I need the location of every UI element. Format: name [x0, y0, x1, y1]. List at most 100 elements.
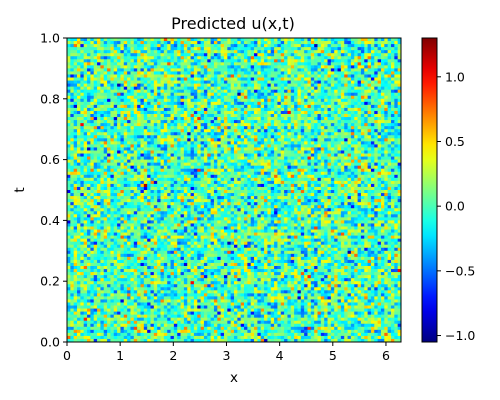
heatmap-cell [284, 132, 288, 136]
heatmap-cell [337, 129, 342, 133]
heatmap-cell [133, 50, 138, 54]
heatmap-cell [227, 38, 232, 42]
heatmap-cell [377, 171, 382, 176]
heatmap-cell [160, 168, 165, 173]
heatmap-cell [127, 59, 131, 63]
heatmap-cell [307, 44, 312, 48]
heatmap-cell [193, 180, 198, 185]
heatmap-cell [320, 129, 325, 133]
heatmap-cell [287, 83, 292, 88]
heatmap-cell [300, 41, 305, 45]
heatmap-cell [183, 68, 188, 72]
heatmap-cell [190, 141, 195, 145]
heatmap-cell [187, 80, 191, 84]
heatmap-cell [160, 156, 165, 160]
heatmap-cell [87, 114, 91, 118]
heatmap-cell [357, 101, 362, 106]
heatmap-cell [360, 165, 365, 170]
heatmap-cell [70, 107, 75, 112]
heatmap-cell [280, 110, 285, 115]
heatmap-cell [113, 89, 118, 94]
heatmap-cell [327, 153, 332, 157]
heatmap-cell [223, 77, 228, 81]
heatmap-cell [357, 153, 362, 157]
heatmap-cell [307, 74, 312, 78]
heatmap-cell [197, 156, 201, 160]
heatmap-cell [344, 117, 348, 121]
heatmap-cell [327, 159, 332, 164]
heatmap-cell [240, 135, 245, 139]
heatmap-cell [220, 171, 225, 176]
heatmap-cell [320, 89, 325, 94]
heatmap-cell [133, 165, 138, 170]
heatmap-cell [153, 153, 158, 157]
heatmap-cell [180, 147, 185, 151]
heatmap-cell [70, 126, 75, 130]
heatmap-cell [70, 150, 75, 154]
heatmap-cell [207, 159, 212, 164]
heatmap-cell [190, 56, 195, 60]
heatmap-cell [387, 59, 392, 63]
heatmap-cell [290, 129, 295, 133]
heatmap-cell [200, 177, 205, 182]
heatmap-cell [317, 144, 322, 148]
heatmap-cell [314, 159, 318, 164]
heatmap-cell [380, 62, 385, 66]
heatmap-cell [254, 59, 258, 63]
heatmap-cell [127, 144, 131, 148]
heatmap-cell [317, 159, 322, 164]
heatmap-cell [234, 150, 238, 154]
heatmap-cell [203, 135, 208, 139]
heatmap-cell [183, 107, 188, 112]
heatmap-cell [290, 171, 295, 176]
heatmap-cell [147, 110, 151, 115]
heatmap-cell [380, 53, 385, 57]
heatmap-cell [294, 56, 298, 60]
heatmap-cell [163, 86, 168, 91]
heatmap-cell [153, 44, 158, 48]
heatmap-cell [240, 74, 245, 78]
heatmap-cell [240, 56, 245, 60]
heatmap-cell [213, 117, 218, 121]
heatmap-cell [277, 107, 282, 112]
heatmap-cell [237, 50, 242, 54]
heatmap-cell [294, 141, 298, 145]
heatmap-cell [203, 144, 208, 148]
heatmap-cell [173, 150, 178, 154]
heatmap-cell [250, 89, 255, 94]
heatmap-cell [183, 165, 188, 170]
heatmap-cell [390, 38, 395, 42]
heatmap-cell [187, 41, 191, 45]
heatmap-cell [324, 71, 328, 75]
heatmap-cell [183, 126, 188, 130]
heatmap-cell [183, 180, 188, 185]
heatmap-cell [340, 153, 345, 157]
heatmap-cell [374, 77, 379, 81]
heatmap-cell [200, 150, 205, 154]
heatmap-cell [230, 150, 235, 154]
heatmap-cell [87, 144, 91, 148]
heatmap-cell [310, 80, 315, 84]
heatmap-cell [237, 89, 242, 94]
heatmap-cell [97, 153, 101, 157]
heatmap-cell [344, 129, 348, 133]
heatmap-cell [80, 92, 85, 97]
heatmap-cell [274, 71, 278, 75]
heatmap-cell [160, 95, 165, 100]
heatmap-cell [117, 132, 121, 136]
heatmap-cell [327, 53, 332, 57]
heatmap-cell [280, 104, 285, 109]
heatmap-cell [394, 50, 399, 54]
heatmap-cell [377, 147, 382, 151]
heatmap-cell [93, 41, 98, 45]
heatmap-cell [367, 56, 372, 60]
heatmap-cell [143, 183, 148, 188]
heatmap-cell [157, 41, 161, 45]
heatmap-cell [107, 138, 111, 142]
heatmap-cell [274, 120, 278, 124]
heatmap-cell [93, 174, 98, 179]
heatmap-cell [127, 150, 131, 154]
heatmap-cell [200, 183, 205, 188]
heatmap-cell [220, 114, 225, 118]
heatmap-cell [230, 89, 235, 94]
